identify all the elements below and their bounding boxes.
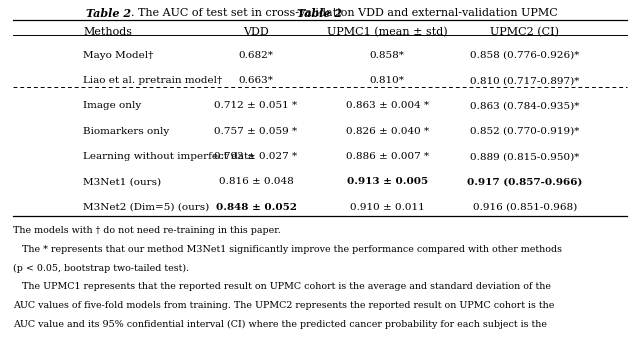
Text: 0.889 (0.815-0.950)*: 0.889 (0.815-0.950)*: [470, 152, 579, 161]
Text: UPMC1 (mean ± std): UPMC1 (mean ± std): [327, 27, 447, 38]
Text: Table 2: Table 2: [86, 8, 131, 20]
Text: VDD: VDD: [243, 27, 269, 37]
Text: 0.913 ± 0.005: 0.913 ± 0.005: [347, 177, 428, 187]
Text: 0.757 ± 0.059 *: 0.757 ± 0.059 *: [214, 127, 298, 136]
Text: 0.863 (0.784-0.935)*: 0.863 (0.784-0.935)*: [470, 101, 579, 111]
Text: Liao et al. pretrain model†: Liao et al. pretrain model†: [83, 76, 223, 85]
Text: M3Net2 (Dim=5) (ours): M3Net2 (Dim=5) (ours): [83, 203, 209, 212]
Text: 0.810 (0.717-0.897)*: 0.810 (0.717-0.897)*: [470, 76, 579, 85]
Text: . The AUC of test set in cross-validation VDD and external-validation UPMC: . The AUC of test set in cross-validatio…: [131, 8, 558, 19]
Text: UPMC2 (CI): UPMC2 (CI): [490, 27, 559, 38]
Text: 0.663*: 0.663*: [239, 76, 273, 85]
Text: The UPMC1 represents that the reported result on UPMC cohort is the average and : The UPMC1 represents that the reported r…: [13, 282, 551, 291]
Text: Biomarkers only: Biomarkers only: [83, 127, 170, 136]
Text: 0.826 ± 0.040 *: 0.826 ± 0.040 *: [346, 127, 429, 136]
Text: 0.863 ± 0.004 *: 0.863 ± 0.004 *: [346, 101, 429, 111]
Text: 0.858*: 0.858*: [370, 51, 404, 60]
Text: 0.910 ± 0.011: 0.910 ± 0.011: [350, 203, 424, 212]
Text: Image only: Image only: [83, 101, 141, 111]
Text: 0.810*: 0.810*: [370, 76, 404, 85]
Text: 0.712 ± 0.051 *: 0.712 ± 0.051 *: [214, 101, 298, 111]
Text: 0.816 ± 0.048: 0.816 ± 0.048: [219, 177, 293, 187]
Text: The models with † do not need re-training in this paper.: The models with † do not need re-trainin…: [13, 226, 280, 236]
Text: 0.916 (0.851-0.968): 0.916 (0.851-0.968): [473, 203, 577, 212]
Text: 0.793 ± 0.027 *: 0.793 ± 0.027 *: [214, 152, 298, 161]
Text: 0.848 ± 0.052: 0.848 ± 0.052: [216, 203, 296, 212]
Text: Table 2. The AUC of test set in cross-validation VDD and external-validation UPM: Table 2. The AUC of test set in cross-va…: [86, 8, 554, 19]
Text: AUC values of five-fold models from training. The UPMC2 represents the reported : AUC values of five-fold models from trai…: [13, 301, 554, 310]
Text: Table 2: Table 2: [298, 8, 342, 20]
Text: Methods: Methods: [83, 27, 132, 37]
Text: The * represents that our method M3Net1 significantly improve the performance co: The * represents that our method M3Net1 …: [13, 245, 562, 254]
Text: (p < 0.05, bootstrap two-tailed test).: (p < 0.05, bootstrap two-tailed test).: [13, 264, 189, 273]
Text: Learning without imperfect data: Learning without imperfect data: [83, 152, 255, 161]
Text: 0.886 ± 0.007 *: 0.886 ± 0.007 *: [346, 152, 429, 161]
Text: AUC value and its 95% confidential interval (CI) where the predicted cancer prob: AUC value and its 95% confidential inter…: [13, 319, 547, 329]
Text: Mayo Model†: Mayo Model†: [83, 51, 154, 60]
Text: M3Net1 (ours): M3Net1 (ours): [83, 177, 161, 187]
Text: 0.858 (0.776-0.926)*: 0.858 (0.776-0.926)*: [470, 51, 579, 60]
Text: 0.682*: 0.682*: [239, 51, 273, 60]
Text: 0.852 (0.770-0.919)*: 0.852 (0.770-0.919)*: [470, 127, 579, 136]
Text: 0.917 (0.857-0.966): 0.917 (0.857-0.966): [467, 177, 582, 187]
